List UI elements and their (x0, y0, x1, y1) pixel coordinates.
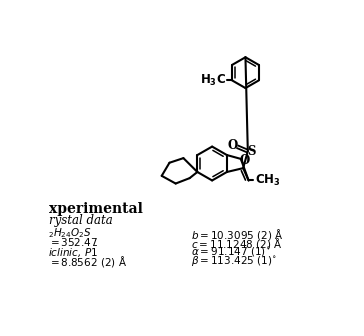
Text: iclinic, $P\bar{1}$: iclinic, $P\bar{1}$ (48, 245, 98, 260)
Text: $\beta = 113.425\ (1)^{\circ}$: $\beta = 113.425\ (1)^{\circ}$ (191, 254, 277, 268)
Text: $= 352.47$: $= 352.47$ (48, 236, 98, 248)
Text: O: O (240, 154, 250, 167)
Text: $\alpha = 91.147\ (1)^{\circ}$: $\alpha = 91.147\ (1)^{\circ}$ (191, 245, 270, 258)
Text: $\mathbf{H_3C}$: $\mathbf{H_3C}$ (200, 73, 226, 88)
Text: rystal data: rystal data (49, 214, 112, 227)
Text: $c = 11.1248\ (2)\ \rm\AA$: $c = 11.1248\ (2)\ \rm\AA$ (191, 236, 283, 251)
Text: O: O (227, 139, 237, 152)
Text: xperimental: xperimental (49, 202, 142, 216)
Text: $_2$H$_{24}$O$_2$S: $_2$H$_{24}$O$_2$S (48, 227, 92, 241)
Text: $b = 10.3095\ (2)\ \rm\AA$: $b = 10.3095\ (2)\ \rm\AA$ (191, 227, 284, 242)
Text: S: S (248, 145, 256, 159)
Text: $= 8.8562\ (2)\ \rm\AA$: $= 8.8562\ (2)\ \rm\AA$ (48, 254, 127, 269)
Text: $\mathbf{CH_3}$: $\mathbf{CH_3}$ (255, 173, 280, 188)
